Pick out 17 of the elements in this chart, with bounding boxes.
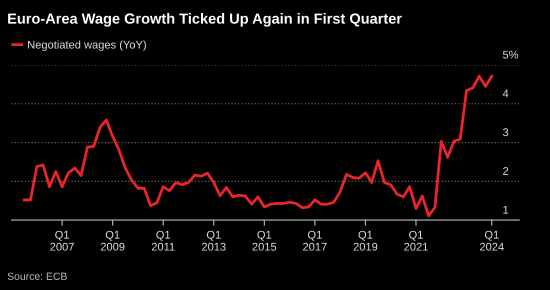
x-tick-label: Q1 2021 (404, 230, 428, 251)
x-tick-label: Q1 2011 (152, 230, 175, 251)
y-tick-label: 3 (502, 128, 508, 136)
y-tick-label: 4 (502, 90, 508, 98)
x-tick-label: Q1 2013 (202, 230, 226, 251)
y-tick-label: 1 (503, 206, 508, 214)
y-tick-label: 5% (502, 50, 518, 59)
x-tick-label: Q1 2015 (252, 230, 276, 251)
legend-label: Negotiated wages (YoY) (28, 40, 146, 51)
x-tick-label: Q1 2024 (480, 230, 504, 251)
x-tick-label: Q1 2019 (354, 230, 378, 251)
source-note: Source: ECB (8, 272, 67, 280)
y-tick-label: 2 (503, 167, 508, 175)
chart-title: Euro-Area Wage Growth Ticked Up Again in First Quarter (8, 13, 402, 27)
x-tick-label: Q1 2017 (303, 230, 327, 251)
x-tick-label: Q1 2007 (50, 230, 74, 251)
x-tick-label: Q1 2009 (100, 230, 124, 251)
